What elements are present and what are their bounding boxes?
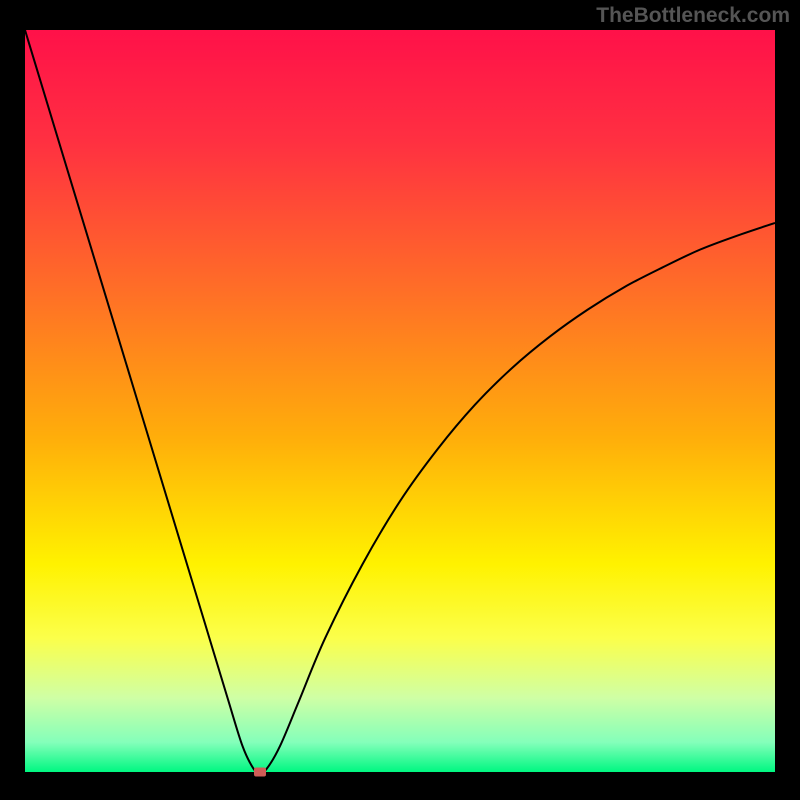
curve-path <box>25 30 775 772</box>
optimal-point-marker <box>254 768 266 777</box>
plot-area <box>25 30 775 772</box>
watermark-text: TheBottleneck.com <box>596 4 790 28</box>
chart-container: TheBottleneck.com <box>0 0 800 800</box>
bottleneck-curve <box>25 30 775 772</box>
